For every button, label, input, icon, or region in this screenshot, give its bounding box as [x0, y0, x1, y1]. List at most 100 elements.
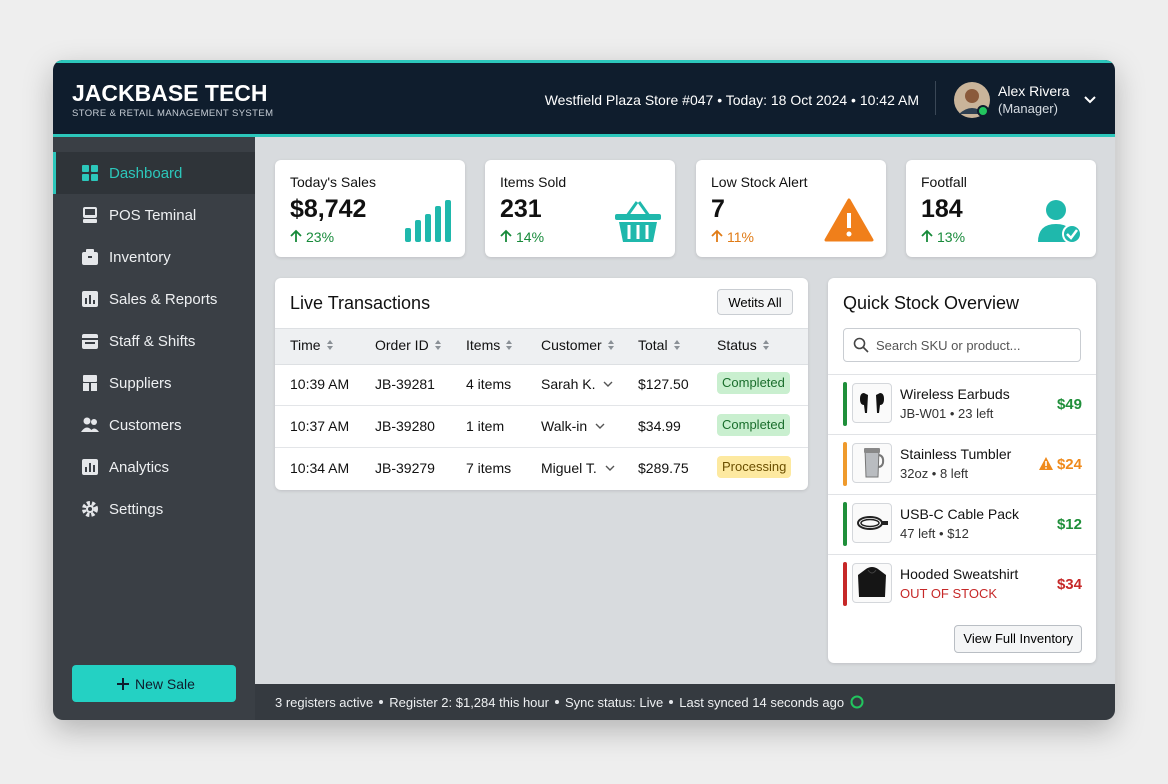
icon-shape — [82, 501, 98, 517]
nav-item[interactable]: Inventory — [53, 236, 255, 278]
view-inventory-button[interactable]: View Full Inventory — [954, 625, 1082, 653]
nav-item[interactable]: Analytics — [53, 446, 255, 488]
product-name: USB-C Cable Pack — [900, 506, 1020, 522]
icon-shape — [595, 423, 605, 429]
icon-shape — [711, 229, 723, 242]
product-price: $12 — [1056, 516, 1082, 533]
status-pill: Processing — [717, 456, 792, 478]
kpi-value: 184 — [921, 195, 963, 223]
search-box[interactable]: Search SKU or product... — [843, 328, 1081, 362]
brand: JACKBASE TECH — [72, 80, 268, 106]
stock-level-bar — [843, 502, 847, 546]
stock-item[interactable]: Hooded Sweatshirt OUT OF STOCK $34 — [828, 554, 1096, 614]
kpi-change: 23% — [306, 229, 335, 245]
product-detail: 32oz • 8 left — [900, 466, 969, 481]
nav-icon — [82, 501, 98, 517]
nav-item[interactable]: Staff & Shifts — [53, 320, 255, 362]
separator-dot — [669, 700, 674, 704]
column-header[interactable]: Items — [466, 337, 501, 353]
nav-label: Analytics — [109, 459, 170, 476]
icon-shape — [607, 340, 614, 350]
stock-item[interactable]: Wireless Earbuds JB-W01 • 23 left $49 — [828, 374, 1096, 434]
icon-shape — [627, 225, 649, 239]
stock-level-bar — [843, 382, 847, 426]
column-header[interactable]: Customer — [541, 337, 602, 353]
sidebar: Dashboard POS Teminal Inventory Sales & Rep… — [53, 137, 255, 720]
kpi-card: Footfall 184 13% — [906, 160, 1096, 257]
icon-shape — [669, 700, 674, 704]
icon-shape — [853, 337, 866, 350]
kpi-value: 7 — [711, 195, 725, 223]
product-name: Wireless Earbuds — [900, 386, 1010, 402]
stock-level-bar — [843, 562, 847, 606]
nav-item[interactable]: Settings — [53, 488, 255, 530]
column-header[interactable]: Status — [717, 337, 757, 353]
stock-item[interactable]: Stainless Tumbler 32oz • 8 left $24 — [828, 434, 1096, 494]
icon-shape — [91, 419, 97, 425]
icon-shape — [86, 249, 94, 253]
avatar[interactable] — [952, 80, 992, 120]
icon-shape — [81, 427, 93, 432]
nav-item[interactable]: Customers — [53, 404, 255, 446]
icon-shape — [83, 219, 97, 223]
kpi-value: 231 — [500, 195, 542, 223]
icon-shape — [85, 298, 87, 304]
nav-label: Suppliers — [109, 375, 172, 392]
view-all-button[interactable]: Wetits All — [717, 289, 793, 315]
user-menu-chevron[interactable] — [1084, 96, 1096, 104]
icon-shape — [881, 521, 888, 525]
icon-shape — [500, 229, 512, 242]
cell: JB-39280 — [375, 418, 435, 434]
nav-item[interactable]: POS Teminal — [53, 194, 255, 236]
kpi-card: Today's Sales $8,742 23% — [275, 160, 465, 257]
icon-shape — [85, 209, 95, 215]
icon-shape — [605, 465, 615, 471]
icon-shape — [625, 201, 651, 217]
thumbnail — [852, 383, 892, 423]
icon-shape — [93, 465, 95, 472]
icon-shape — [82, 174, 89, 181]
icon-shape — [862, 346, 869, 353]
warning-icon — [1039, 457, 1053, 470]
transactions-title: Live Transactions — [290, 293, 431, 313]
cell: $127.50 — [638, 376, 689, 392]
nav-label: Settings — [109, 501, 164, 518]
icon-shape — [1084, 96, 1096, 104]
nav-item[interactable]: Suppliers — [53, 362, 255, 404]
icon-shape — [506, 340, 513, 350]
user-name[interactable]: Alex Rivera — [998, 83, 1070, 99]
stock-level-bar — [843, 442, 847, 486]
nav-label: POS Teminal — [109, 207, 197, 224]
nav-item[interactable]: Sales & Reports — [53, 278, 255, 320]
product-price: $34 — [1056, 576, 1082, 593]
product-price: $24 — [1056, 456, 1082, 473]
icon-shape — [846, 231, 852, 237]
kpi-change: 13% — [937, 229, 966, 245]
stock-item[interactable]: USB-C Cable Pack 47 left • $12 $12 — [828, 494, 1096, 554]
column-header[interactable]: Time — [290, 337, 321, 353]
tagline: STORE & RETAIL MANAGEMENT SYSTEM — [72, 108, 274, 119]
kpi-label: Low Stock Alert — [711, 174, 808, 190]
icon-shape — [615, 214, 661, 220]
nav-item[interactable]: Dashboard — [53, 152, 255, 194]
nav-label: Customers — [109, 417, 182, 434]
product-detail: OUT OF STOCK — [900, 586, 998, 601]
sort-icon — [607, 340, 614, 350]
cell: 1 item — [466, 418, 505, 434]
icon-shape — [415, 220, 421, 242]
icon-shape — [1045, 461, 1047, 466]
icon-shape — [858, 567, 886, 597]
nav-icon — [81, 417, 99, 432]
new-sale-button[interactable]: New Sale — [72, 665, 236, 702]
icon-shape — [85, 342, 95, 344]
icon-shape — [1066, 229, 1078, 240]
product-name: Hooded Sweatshirt — [900, 566, 1019, 582]
column-header[interactable]: Order ID — [375, 337, 429, 353]
transactions-card: Live Transactions Wetits All Time Order I… — [275, 278, 808, 490]
sort-icon — [506, 340, 513, 350]
column-header[interactable]: Total — [638, 337, 668, 353]
header: JACKBASE TECH STORE & RETAIL MANAGEMENT … — [53, 60, 1115, 137]
status-text: Register 2: $1,284 this hour — [389, 695, 549, 710]
icon-shape — [379, 700, 384, 704]
icon-shape — [89, 463, 91, 472]
